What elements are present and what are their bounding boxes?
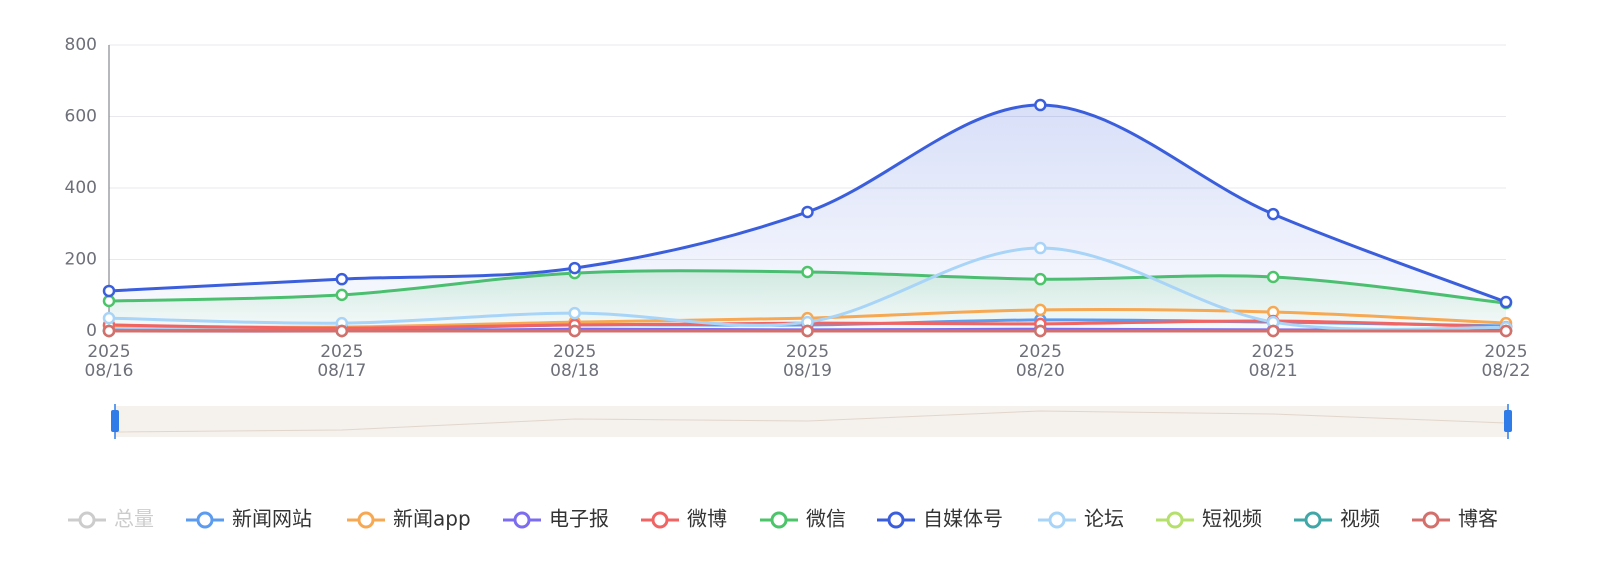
data-point [1034,272,1047,286]
data-point [801,205,814,219]
data-point [102,284,116,298]
legend-item[interactable]: 博客 [1412,507,1498,531]
data-point [1266,270,1280,284]
data-point [1034,241,1047,255]
data-point [102,294,116,308]
y-tick-label: 200 [65,250,97,270]
zoom-handle[interactable] [1504,410,1512,432]
data-point [102,324,116,338]
legend-item[interactable]: 新闻app [347,507,471,531]
data-point [568,324,581,338]
legend-item[interactable]: 视频 [1294,507,1380,531]
x-tick-label: 2025 08/22 [1481,342,1531,381]
legend-label: 短视频 [1202,507,1262,531]
legend-label: 微博 [687,507,727,531]
data-point [1034,98,1047,112]
x-tick-label: 2025 08/18 [550,342,600,381]
legend-label: 论坛 [1084,507,1124,531]
x-tick-label: 2025 08/16 [84,342,134,381]
legend-icon [1166,511,1184,529]
data-point [568,261,581,275]
legend-item[interactable]: 短视频 [1156,507,1262,531]
legend-label: 总量 [114,507,154,531]
legend-item[interactable]: 总量 [68,507,154,531]
data-zoom[interactable] [111,404,1512,439]
legend-item[interactable]: 自媒体号 [877,507,1003,531]
data-point [1499,324,1513,338]
legend-icon [78,511,96,529]
x-tick-label: 2025 08/21 [1248,342,1298,381]
legend-icon [196,511,214,529]
legend-icon [513,511,531,529]
data-point [335,272,349,286]
data-point [801,324,814,338]
y-tick-label: 800 [65,35,97,55]
legend-item[interactable]: 微博 [641,507,727,531]
zoom-handle[interactable] [111,410,119,432]
y-tick-label: 400 [65,178,97,198]
legend-icon [1048,511,1066,529]
legend-label: 视频 [1340,507,1380,531]
legend: 总量 新闻网站 新闻app 电子报 微博 微信 自媒体号 论坛 短视频 视频 博客 [68,507,1498,531]
legend-item[interactable]: 电子报 [503,507,609,531]
legend-label: 新闻网站 [232,507,312,531]
zoom-track [115,406,1508,437]
x-tick-label: 2025 08/20 [1015,342,1065,381]
data-point [102,311,116,325]
legend-item[interactable]: 新闻网站 [186,507,312,531]
legend-label: 新闻app [393,507,471,531]
legend-label: 微信 [806,507,846,531]
legend-item[interactable]: 微信 [760,507,846,531]
data-point [335,288,349,302]
legend-icon [1304,511,1322,529]
x-tick-label: 2025 08/19 [783,342,832,381]
legend-label: 博客 [1458,507,1498,531]
legend-label: 自媒体号 [923,507,1003,531]
data-point [335,324,349,338]
legend-icon [651,511,669,529]
y-tick-label: 600 [65,107,97,127]
legend-icon [1422,511,1440,529]
legend-icon [887,511,905,529]
legend-item[interactable]: 论坛 [1038,507,1124,531]
legend-label: 电子报 [549,507,609,531]
data-point [1266,207,1280,221]
data-point [1499,295,1513,309]
data-point [568,306,581,320]
legend-icon [770,511,788,529]
y-tick-label: 0 [86,321,97,341]
zoom-shadow [114,410,1507,433]
legend-icon [357,511,375,529]
data-point [801,265,814,279]
x-tick-label: 2025 08/17 [317,342,367,381]
data-point [1034,324,1047,338]
plot: 0 200 400 600 800 [65,35,1513,341]
data-point [1266,324,1280,338]
data-point [1034,303,1047,317]
